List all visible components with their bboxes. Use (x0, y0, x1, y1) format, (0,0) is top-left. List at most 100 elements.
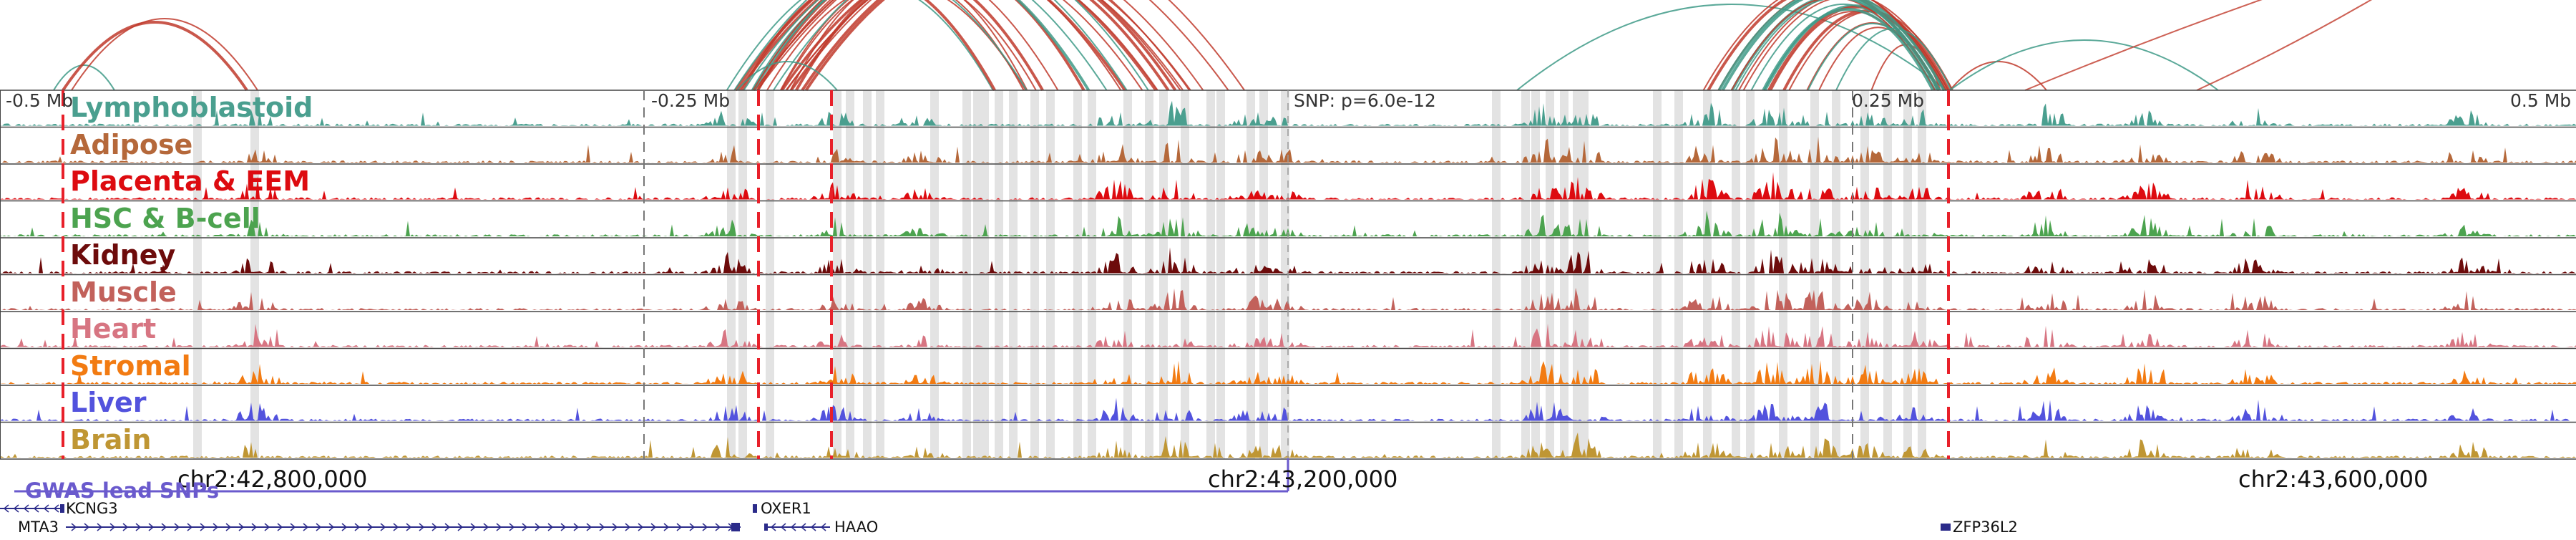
track-label-heart: Heart (70, 313, 157, 344)
coordinate-43600000: chr2:43,600,000 (2238, 466, 2429, 493)
track-8 (0, 385, 2576, 421)
loop-arc (756, 0, 1122, 91)
track-label-placenta: Placenta & EEM (70, 165, 311, 197)
gene-label-zfp36l2: ZFP36L2 (1953, 519, 2018, 536)
label-minus-0-25mb: -0.25 Mb (651, 90, 731, 111)
strand-arrow (715, 523, 721, 531)
loop-arc (1949, 61, 2047, 91)
loop-arc (1717, 0, 1941, 91)
loop-arc (1807, 23, 1938, 91)
strand-arrow (251, 523, 258, 531)
loop-arc (804, 0, 1170, 92)
strand-arrow (689, 523, 696, 531)
chromatin-loop-arcs (53, 0, 2373, 92)
coordinate-43200000: chr2:43,200,000 (1208, 466, 1398, 493)
strand-arrow (225, 523, 232, 531)
gene-exon (60, 504, 64, 513)
strand-arrow (148, 523, 155, 531)
strand-arrow (820, 523, 826, 531)
track-label-kidney: Kidney (70, 239, 176, 271)
strand-arrow (354, 523, 361, 531)
strand-arrow (71, 523, 77, 531)
strand-arrow (470, 523, 477, 531)
strand-arrow (174, 523, 180, 531)
gene-label-oxer1: OXER1 (761, 500, 811, 517)
strand-arrow (277, 523, 283, 531)
track-signal (0, 172, 2576, 200)
strand-arrow (341, 523, 348, 531)
loop-arc (743, 0, 1108, 91)
strand-arrow (444, 523, 451, 531)
strand-arrow (161, 523, 167, 531)
loop-arc (737, 0, 1157, 92)
strand-arrow (625, 523, 631, 531)
gene-annotation (0, 458, 1951, 531)
strand-arrow (290, 523, 296, 531)
loop-arc (2196, 0, 2373, 91)
strand-arrow (213, 523, 219, 531)
strand-arrow (122, 523, 129, 531)
loop-arc (752, 0, 1091, 92)
strand-arrow (431, 523, 438, 531)
strand-arrow (790, 523, 796, 531)
track-signal (0, 323, 2576, 347)
loop-arc (1835, 27, 1952, 91)
strand-arrow (676, 523, 683, 531)
strand-arrow (84, 523, 90, 531)
track-signal (0, 211, 2576, 236)
strand-arrow (663, 523, 670, 531)
track-label-lymphoblastoid: Lymphoblastoid (70, 92, 313, 123)
loop-arc (2024, 0, 2263, 91)
gene-zfp36l2 (1941, 524, 1951, 531)
loop-arc (782, 0, 1158, 91)
loop-arc (752, 0, 1059, 91)
track-label-muscle: Muscle (70, 276, 177, 308)
loop-arc (741, 0, 996, 91)
strand-arrow (406, 523, 412, 531)
track-2 (0, 163, 2576, 200)
label-minus-0-5mb: -0.5 Mb (6, 90, 74, 111)
loop-arc (781, 0, 1143, 91)
gene-oxer1 (753, 504, 757, 513)
strand-arrow (810, 523, 816, 531)
loop-arc (766, 0, 1027, 91)
gwas-lead-snps-label: GWAS lead SNPs (25, 478, 220, 503)
loop-arc (753, 0, 1181, 91)
strand-arrow (586, 523, 592, 531)
strand-arrow (547, 523, 554, 531)
loop-arc (790, 0, 1245, 91)
label-plus-0-5mb: 0.5 Mb (2510, 90, 2572, 111)
strand-arrow (316, 523, 322, 531)
loop-arc (1762, 8, 1935, 91)
track-label-liver: Liver (70, 387, 147, 418)
strand-arrow (393, 523, 399, 531)
loop-arc (791, 0, 1204, 91)
loop-arc (733, 0, 1128, 91)
track-signal (0, 287, 2576, 310)
gene-label-haao: HAAO (834, 519, 879, 536)
strand-arrow (200, 523, 206, 531)
loop-arc (779, 0, 1025, 91)
strand-arrow (238, 523, 245, 531)
loop-arc (1742, 0, 1949, 91)
loop-arc (773, 0, 1149, 91)
strand-arrow (187, 523, 193, 531)
loop-arc (1721, 0, 1946, 91)
loop-arc (736, 61, 838, 91)
strand-arrow (612, 523, 618, 531)
gene-label-kcng3: KCNG3 (66, 500, 118, 517)
strand-arrow (535, 523, 541, 531)
strand-arrow (303, 523, 309, 531)
track-label-stromal: Stromal (70, 349, 191, 382)
strand-arrow (419, 523, 425, 531)
strand-arrow (53, 504, 59, 513)
loop-arc (751, 0, 994, 91)
track-9 (0, 421, 2576, 458)
label-snp-pvalue: SNP: p=6.0e-12 (1294, 90, 1436, 111)
loop-arc (1949, 39, 2219, 91)
strand-arrow (522, 523, 528, 531)
loop-arc (1516, 4, 1947, 91)
loop-arc (1750, 3, 1936, 91)
strand-arrow (264, 523, 270, 531)
